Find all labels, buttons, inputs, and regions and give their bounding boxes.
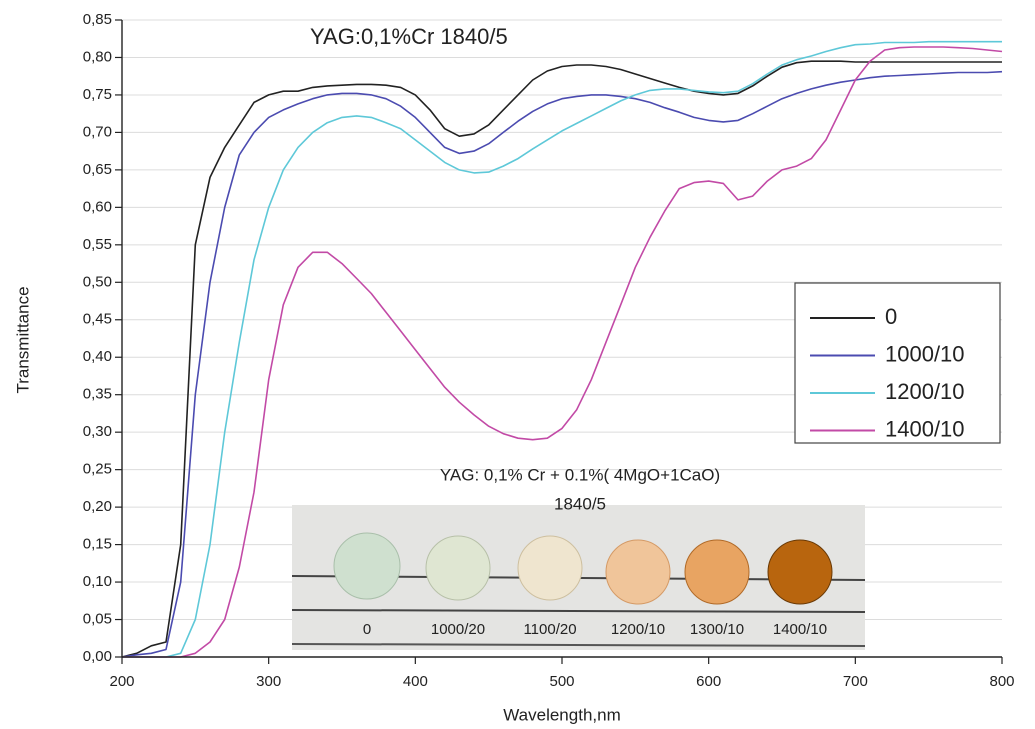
series-line	[122, 46, 1003, 658]
x-tick-label: 400	[403, 673, 428, 690]
legend-label: 1000/10	[885, 341, 965, 366]
y-tick-label: 0,60	[83, 198, 112, 215]
inset-title: YAG: 0,1% Cr + 0.1%( 4MgO+1CaO)	[440, 465, 720, 484]
sample-label: 1400/10	[773, 621, 827, 638]
sample-disk	[333, 532, 401, 600]
legend: 0 1000/10 1200/10 1400/10	[794, 282, 1001, 444]
photo-line	[291, 609, 866, 613]
photo-line	[291, 643, 866, 647]
x-axis-label: Wavelength,nm	[503, 705, 620, 724]
x-tick-label: 800	[989, 673, 1014, 690]
grid	[122, 19, 1002, 658]
sample-disk	[425, 535, 491, 601]
sample-label: 1000/20	[431, 621, 485, 638]
y-tick-label: 0,85	[83, 11, 112, 28]
sample-label: 1200/10	[611, 621, 665, 638]
series-line	[121, 60, 1002, 658]
plot-lines	[121, 40, 1003, 658]
y-tick-label: 0,10	[83, 573, 112, 590]
y-axis-label: Transmittance	[13, 286, 32, 393]
y-tick-label: 0,75	[83, 86, 112, 103]
inset-subtitle: 1840/5	[554, 494, 606, 513]
series-line	[122, 40, 1002, 658]
axes: 0,00 0,05 0,10 0,15 0,20 0,25 0,30 0,35 0,40 0,45…	[83, 11, 1015, 690]
y-tick-label: 0,00	[83, 648, 112, 665]
y-tick-label: 0,30	[83, 423, 112, 440]
sample-disk	[684, 539, 750, 605]
y-tick-label: 0,20	[83, 498, 112, 515]
sample-label: 0	[363, 621, 371, 638]
y-tick-label: 0,70	[83, 123, 112, 140]
sample-label: 1300/10	[690, 621, 744, 638]
sample-disk	[605, 539, 671, 605]
legend-box	[794, 282, 1001, 444]
y-tick-label: 0,55	[83, 236, 112, 253]
x-tick-label: 300	[256, 673, 281, 690]
x-tick-label: 500	[549, 673, 574, 690]
sample-label: 1100/20	[523, 621, 576, 638]
y-tick-label: 0,25	[83, 461, 112, 478]
y-tick-label: 0,05	[83, 610, 112, 627]
x-tick-label: 700	[843, 673, 868, 690]
y-tick-label: 0,15	[83, 536, 112, 553]
chart-title: YAG:0,1%Cr 1840/5	[310, 24, 508, 49]
legend-label: 1400/10	[885, 416, 965, 441]
y-tick-label: 0,40	[83, 348, 112, 365]
sample-disk	[767, 539, 833, 605]
legend-label: 1200/10	[885, 379, 965, 404]
sample-disk	[517, 535, 583, 601]
inset-photo: YAG: 0,1% Cr + 0.1%( 4MgO+1CaO) 1840/5 0…	[291, 465, 866, 650]
y-tick-label: 0,35	[83, 386, 112, 403]
x-tick-label: 600	[696, 673, 721, 690]
y-tick-label: 0,50	[83, 273, 112, 290]
y-tick-label: 0,65	[83, 161, 112, 178]
y-tick-label: 0,80	[83, 48, 112, 65]
legend-label: 0	[885, 304, 897, 329]
x-tick-label: 200	[109, 673, 134, 690]
y-tick-label: 0,45	[83, 311, 112, 328]
